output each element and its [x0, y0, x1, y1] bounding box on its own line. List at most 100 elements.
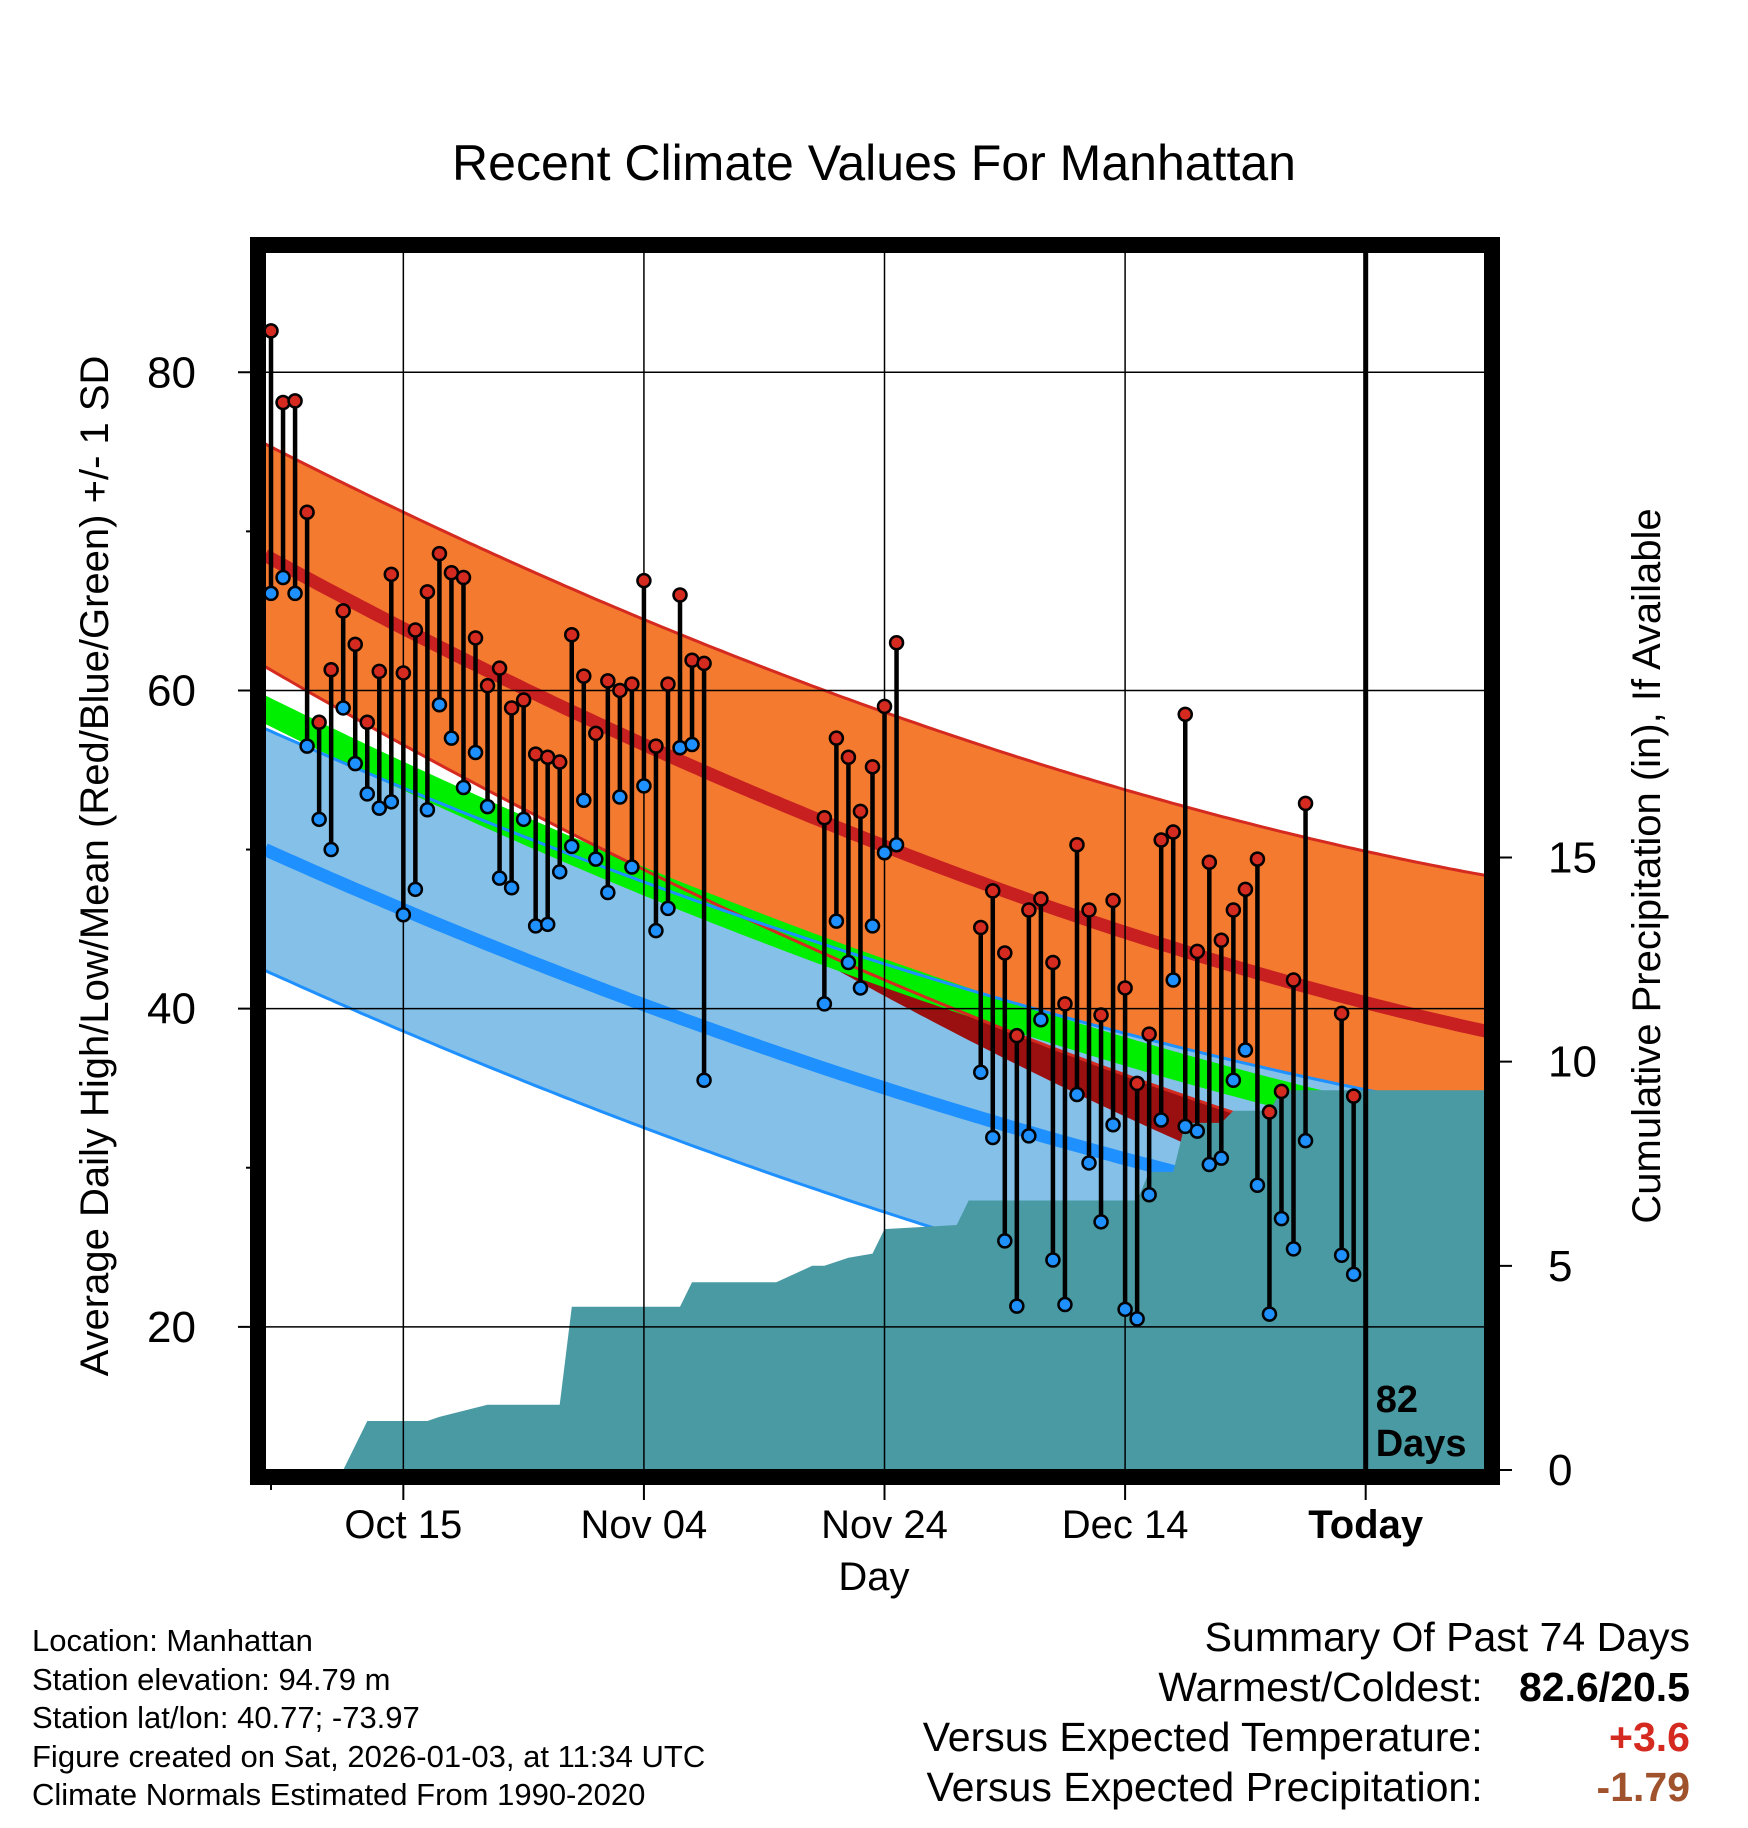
x-axis: Oct 15 Nov 04 Nov 24 Dec 14 Today	[270, 1477, 1424, 1547]
obs-high-point	[1249, 851, 1266, 867]
obs-low-point	[371, 800, 388, 816]
obs-low-point	[299, 738, 315, 754]
obs-low-point	[600, 884, 616, 901]
warmest-coldest-label: Warmest/Coldest:	[1158, 1664, 1483, 1710]
y-tick-label: 40	[147, 985, 196, 1034]
obs-high-point	[419, 584, 436, 600]
obs-low-point	[1105, 1117, 1121, 1133]
obs-high-point	[347, 636, 363, 653]
obs-high-point	[1333, 1005, 1350, 1022]
obs-high-point	[852, 803, 869, 820]
obs-high-point	[395, 665, 412, 681]
obs-low-point	[1345, 1266, 1362, 1283]
obs-low-point	[1333, 1247, 1350, 1263]
obs-high-point	[840, 749, 857, 766]
obs-low-point	[265, 585, 279, 602]
obs-low-point	[1213, 1150, 1230, 1166]
elevation-text: Station elevation: 94.79 m	[32, 1661, 391, 1697]
y2-tick-label: 5	[1548, 1242, 1572, 1291]
obs-high-point	[1021, 902, 1037, 918]
obs-high-point	[311, 714, 327, 731]
obs-high-point	[323, 662, 339, 678]
obs-low-point	[515, 811, 532, 828]
obs-low-point	[431, 697, 448, 713]
obs-high-point	[600, 673, 616, 689]
obs-high-point	[371, 663, 388, 680]
obs-low-point	[443, 730, 460, 746]
obs-high-point	[1117, 980, 1133, 996]
obs-high-point	[888, 634, 905, 651]
y-axis: 20 40 60 80	[147, 348, 258, 1352]
obs-low-point	[1069, 1086, 1085, 1103]
obs-high-point	[864, 759, 881, 775]
obs-low-point	[1009, 1298, 1025, 1314]
obs-high-point	[299, 504, 315, 521]
obs-low-point	[395, 907, 412, 923]
obs-high-point	[491, 660, 508, 676]
obs-low-point	[1081, 1155, 1097, 1171]
obs-low-point	[997, 1233, 1013, 1249]
obs-high-point	[1201, 854, 1218, 871]
obs-high-point	[588, 725, 604, 742]
obs-low-point	[455, 779, 472, 796]
precipitation-area	[343, 1090, 1487, 1470]
obs-low-point	[660, 900, 676, 917]
normals-text: Climate Normals Estimated From 1990-2020	[32, 1777, 646, 1812]
location-text: Location: Manhattan	[32, 1623, 313, 1658]
obs-low-point	[840, 954, 857, 971]
obs-low-point	[864, 918, 881, 934]
obs-low-point	[503, 879, 520, 896]
summary-title: Summary Of Past 74 Days	[1204, 1614, 1690, 1660]
obs-high-point	[997, 945, 1013, 961]
obs-low-point	[1033, 1012, 1049, 1028]
obs-low-point	[1141, 1187, 1157, 1203]
obs-high-point	[1129, 1075, 1145, 1092]
obs-high-point	[1297, 795, 1314, 812]
x-axis-label: Day	[838, 1555, 909, 1599]
obs-high-point	[660, 676, 676, 692]
y-tick-label: 80	[147, 348, 196, 397]
obs-high-point	[828, 730, 845, 746]
obs-low-point	[576, 792, 592, 808]
obs-high-point	[985, 883, 1001, 899]
observations	[265, 323, 1362, 1327]
obs-low-point	[696, 1072, 712, 1088]
obs-high-point	[467, 630, 484, 646]
obs-high-point	[1225, 902, 1242, 918]
obs-low-point	[311, 811, 327, 828]
obs-low-point	[1225, 1072, 1242, 1088]
obs-high-point	[1237, 881, 1254, 898]
obs-high-point	[1165, 824, 1181, 840]
plot-frame	[250, 237, 1500, 1485]
obs-low-point	[876, 844, 893, 861]
obs-high-point	[287, 393, 303, 409]
x-tick-label: Nov 04	[581, 1503, 708, 1547]
warmest-coldest-value: 82.6/20.5	[1519, 1664, 1690, 1710]
obs-high-point	[1033, 891, 1049, 907]
obs-low-point	[1093, 1214, 1109, 1230]
obs-high-point	[479, 677, 496, 694]
obs-high-point	[648, 738, 664, 754]
obs-high-point	[1009, 1027, 1025, 1044]
obs-low-point	[1045, 1252, 1061, 1268]
obs-low-point	[1249, 1177, 1266, 1193]
y2-tick-label: 0	[1548, 1446, 1572, 1495]
y2-axis: 0 5 10 15	[1492, 834, 1597, 1495]
obs-high-point	[1261, 1104, 1278, 1120]
temperature-row: Versus Expected Temperature: +3.6	[923, 1712, 1690, 1762]
obs-high-point	[265, 323, 279, 339]
climate-chart: Recent Climate Values For Manhattan 82Da…	[73, 135, 1669, 1599]
obs-high-point	[973, 919, 989, 936]
obs-high-point	[1345, 1088, 1362, 1104]
obs-high-point	[1213, 932, 1230, 948]
obs-low-point	[588, 851, 604, 867]
x-tick-label: Nov 24	[821, 1503, 948, 1547]
obs-low-point	[539, 916, 556, 933]
obs-low-point	[1297, 1132, 1314, 1149]
today-annotation-line: Days	[1376, 1423, 1467, 1465]
created-text: Figure created on Sat, 2026-01-03, at 11…	[32, 1738, 706, 1774]
obs-high-point	[455, 569, 472, 586]
x-tick-label: Dec 14	[1062, 1503, 1189, 1547]
obs-high-point	[1045, 954, 1061, 971]
